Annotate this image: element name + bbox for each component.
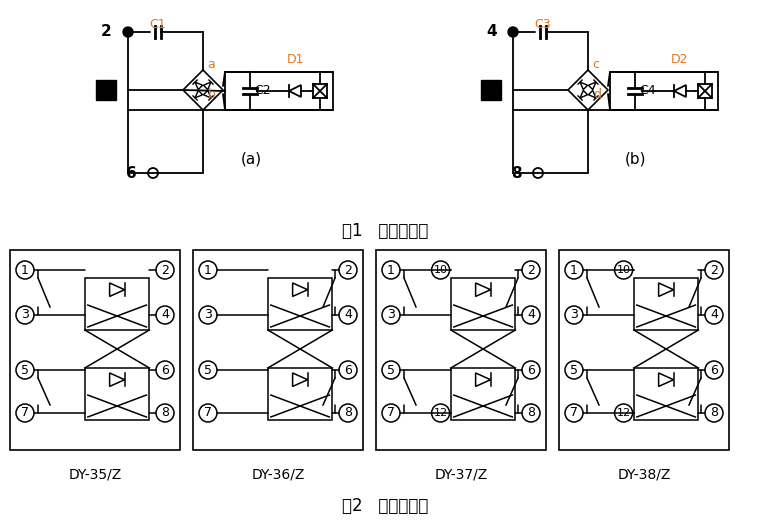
Text: 5: 5 [570, 363, 578, 376]
Text: 8: 8 [344, 406, 352, 419]
Text: 3: 3 [21, 309, 29, 321]
Text: 3: 3 [204, 309, 212, 321]
Text: 12: 12 [433, 408, 448, 418]
Bar [85, 368, 150, 420]
Text: (b): (b) [625, 152, 647, 167]
Bar [225, 72, 333, 110]
Text: 2: 2 [161, 264, 169, 277]
Bar [313, 84, 327, 98]
Bar [96, 80, 116, 100]
Text: 1: 1 [21, 264, 29, 277]
Text: 6: 6 [126, 165, 137, 181]
Text: 5: 5 [204, 363, 212, 376]
Text: 7: 7 [570, 406, 578, 419]
Bar [559, 250, 729, 450]
Text: 6: 6 [344, 363, 352, 376]
Bar [610, 72, 718, 110]
Circle shape [508, 27, 518, 37]
Text: C1: C1 [150, 18, 167, 31]
Text: 6: 6 [710, 363, 718, 376]
Bar [481, 80, 501, 100]
Text: D1: D1 [286, 53, 304, 66]
Text: DY-38/Z: DY-38/Z [618, 468, 671, 482]
Text: 1: 1 [387, 264, 395, 277]
Text: 7: 7 [204, 406, 212, 419]
Text: DY-35/Z: DY-35/Z [69, 468, 122, 482]
Text: C2: C2 [254, 85, 271, 98]
Text: 10: 10 [433, 265, 448, 275]
Text: 图2   端子接线图: 图2 端子接线图 [342, 497, 429, 515]
Text: 8: 8 [511, 165, 522, 181]
Text: 5: 5 [21, 363, 29, 376]
Text: 1: 1 [204, 264, 212, 277]
Text: 3: 3 [387, 309, 395, 321]
Text: DY-37/Z: DY-37/Z [434, 468, 487, 482]
Bar [85, 278, 150, 330]
Text: 2: 2 [710, 264, 718, 277]
Text: 4: 4 [710, 309, 718, 321]
Text: d: d [593, 88, 601, 100]
Bar [376, 250, 546, 450]
Text: 2: 2 [101, 25, 112, 39]
Bar [634, 368, 699, 420]
Text: 12: 12 [617, 408, 631, 418]
Text: 5: 5 [387, 363, 395, 376]
Bar [10, 250, 180, 450]
Text: 1: 1 [570, 264, 578, 277]
Circle shape [123, 27, 133, 37]
Text: 4: 4 [161, 309, 169, 321]
Text: 2: 2 [344, 264, 352, 277]
Text: 7: 7 [387, 406, 395, 419]
Text: 8: 8 [527, 406, 535, 419]
Text: 2: 2 [527, 264, 535, 277]
Text: D2: D2 [672, 53, 689, 66]
Bar [451, 278, 515, 330]
Text: C3: C3 [534, 18, 551, 31]
Text: 10: 10 [617, 265, 631, 275]
Bar [268, 368, 332, 420]
Text: C4: C4 [639, 85, 655, 98]
Bar [634, 278, 699, 330]
Text: 图1   内部接线图: 图1 内部接线图 [342, 222, 429, 240]
Text: b: b [208, 88, 216, 100]
Text: 8: 8 [161, 406, 169, 419]
Bar [451, 368, 515, 420]
Text: 6: 6 [161, 363, 169, 376]
Text: 7: 7 [21, 406, 29, 419]
Text: 4: 4 [344, 309, 352, 321]
Text: (a): (a) [241, 152, 261, 167]
Text: DY-36/Z: DY-36/Z [251, 468, 305, 482]
Text: 6: 6 [527, 363, 535, 376]
Text: 8: 8 [710, 406, 718, 419]
Text: c: c [592, 58, 599, 71]
Text: 4: 4 [487, 25, 497, 39]
Text: 3: 3 [570, 309, 578, 321]
Bar [698, 84, 712, 98]
Bar [193, 250, 363, 450]
Bar [268, 278, 332, 330]
Text: 4: 4 [527, 309, 535, 321]
Text: a: a [207, 58, 215, 71]
